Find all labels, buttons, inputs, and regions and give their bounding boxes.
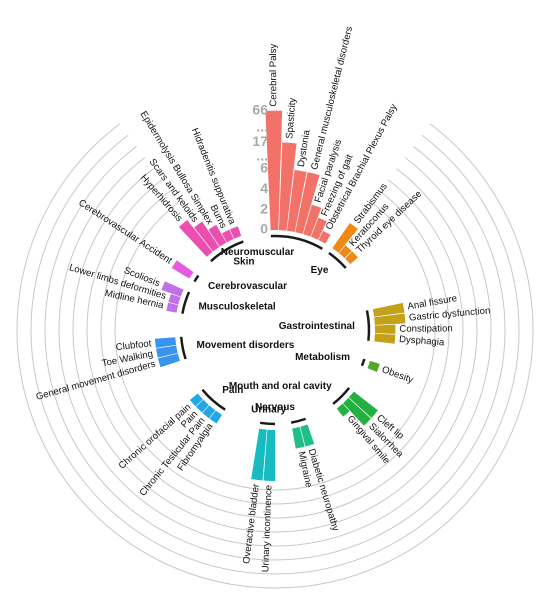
group-arc <box>193 274 200 283</box>
group-label: Musculoskeletal <box>198 301 275 312</box>
bar <box>202 405 216 419</box>
bar <box>318 230 331 244</box>
bar <box>154 337 177 348</box>
bar <box>372 302 405 317</box>
grid-layer <box>16 123 534 589</box>
y-tick-label: 66 <box>252 101 268 117</box>
bar-label: Obesity <box>380 364 415 386</box>
y-tick-label: ... <box>256 119 268 135</box>
group-label: Movement disorders <box>196 340 294 351</box>
bar <box>295 172 320 234</box>
grid-ring <box>44 145 506 561</box>
bar <box>332 223 358 253</box>
bar <box>345 251 358 265</box>
group-arc <box>201 388 226 411</box>
y-tick-label: 6 <box>260 160 268 176</box>
y-tick-label: 4 <box>260 180 268 196</box>
bar <box>171 260 194 279</box>
bar-label: General movement disorders <box>35 359 157 403</box>
bar-layer <box>154 110 406 481</box>
group-arc <box>332 387 351 405</box>
group-arc <box>259 421 276 426</box>
group-label: Metabolism <box>295 352 350 363</box>
bar <box>311 217 327 240</box>
bar <box>374 313 406 325</box>
bar <box>166 302 179 313</box>
y-tick-label: 17 <box>252 133 268 149</box>
group-label: Nervous <box>255 402 295 413</box>
grid-ring <box>86 179 464 519</box>
bar-label: Constipation <box>399 323 452 334</box>
bar <box>208 224 227 247</box>
bar <box>336 403 350 417</box>
bar-label: Overactive bladder <box>241 482 262 564</box>
group-label: Gastrointestinal <box>279 321 355 332</box>
bar <box>161 281 184 297</box>
grid-ring <box>58 157 492 547</box>
y-tick-label: ... <box>256 147 268 163</box>
bar-label: Cerebral Palsy <box>268 44 279 107</box>
group-label: Pain <box>222 385 243 396</box>
bar <box>292 426 305 449</box>
group-labels: Neuromuscular Eye Gastrointestinal Metaboli… <box>180 234 371 426</box>
bar <box>194 221 220 252</box>
bar <box>168 293 181 305</box>
bar <box>251 428 267 481</box>
group-arc <box>328 251 347 269</box>
group-arc <box>180 336 187 360</box>
group-arc <box>365 310 371 341</box>
group-label: Skin <box>233 256 254 267</box>
bar <box>367 360 380 372</box>
bar-label: Diabetic neuropathy <box>306 448 341 533</box>
bar-label: Clubfoot <box>115 338 152 353</box>
bar <box>178 220 213 257</box>
bar <box>287 169 307 232</box>
bar <box>230 226 242 239</box>
group-arc <box>360 358 366 367</box>
bar <box>189 393 203 407</box>
bar <box>303 204 322 237</box>
group-arc <box>270 234 323 250</box>
group-arc <box>210 240 244 263</box>
group-label: Cerebrovascular <box>208 281 287 292</box>
group-label: Urinary <box>251 404 286 415</box>
grid-ring <box>72 168 478 533</box>
bar <box>265 110 283 231</box>
group-label: Eye <box>311 265 329 276</box>
bar <box>195 399 209 413</box>
bar <box>263 429 275 481</box>
bar <box>156 345 178 358</box>
bar <box>338 245 352 259</box>
bar-label: Cerebrovascular Accident <box>76 197 174 266</box>
bar <box>221 229 234 243</box>
grid-ring <box>114 201 436 491</box>
bar <box>348 391 378 419</box>
bar <box>374 333 396 344</box>
bar <box>157 353 180 368</box>
bar-label: Urinary incontinence <box>260 485 274 573</box>
bar-label: Spasticity <box>284 97 298 139</box>
bar <box>343 397 371 426</box>
group-label: Neuromuscular <box>221 247 294 258</box>
bar-label: Dysphagia <box>399 334 446 348</box>
grid-ring <box>100 190 450 505</box>
bar <box>209 410 223 424</box>
group-arc <box>181 291 191 314</box>
bar <box>300 424 315 447</box>
bar <box>374 324 396 334</box>
group-arc <box>290 417 307 424</box>
bar <box>278 142 297 231</box>
group-label: Mouth and oral cavity <box>229 381 332 392</box>
y-ticks: 0 2 4 6...17... 66 <box>252 101 268 236</box>
y-tick-label: 2 <box>260 200 268 216</box>
y-tick-label: 0 <box>260 221 268 237</box>
grid-ring <box>16 123 534 589</box>
grid-ring <box>30 134 520 575</box>
